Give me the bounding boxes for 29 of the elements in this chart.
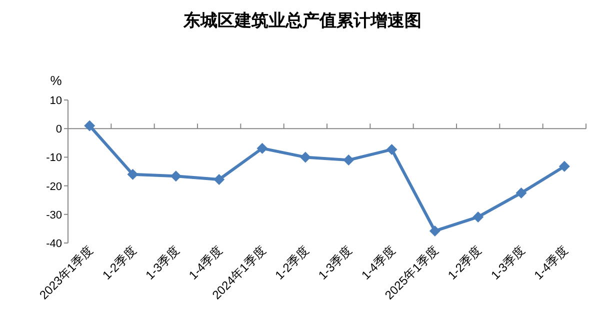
- x-tick-label: 1-4季度: [358, 243, 398, 282]
- point: [472, 211, 484, 222]
- point: [386, 144, 398, 155]
- y-tick-label: -40: [46, 238, 62, 250]
- point: [429, 225, 440, 236]
- point: [343, 154, 354, 166]
- point: [256, 142, 268, 154]
- x-tick-label: 1-4季度: [186, 243, 226, 282]
- x-tick-label: 1-2季度: [445, 243, 484, 282]
- point: [214, 174, 225, 186]
- y-axis-title: %: [50, 73, 62, 88]
- x-tick-label: 1-2季度: [272, 243, 312, 282]
- point: [127, 168, 138, 180]
- point: [558, 160, 570, 172]
- chart-title: 东城区建筑业总产值累计增速图: [182, 11, 422, 30]
- point: [84, 120, 96, 132]
- y-tick-label: 0: [56, 124, 62, 136]
- y-tick-label: -30: [46, 209, 62, 222]
- x-tick-label: 1-3季度: [142, 243, 182, 282]
- y-tick-label: -10: [46, 152, 62, 164]
- x-tick-label: 1-2季度: [100, 243, 139, 282]
- y-tick-label: 10: [50, 95, 62, 107]
- point: [516, 187, 527, 198]
- point: [300, 152, 311, 163]
- x-tick-label: 1-4季度: [531, 243, 571, 282]
- point: [170, 170, 182, 182]
- x-tick-label: 1-3季度: [488, 243, 528, 282]
- y-tick-label: -20: [46, 180, 62, 193]
- x-tick-label: 1-3季度: [316, 243, 355, 282]
